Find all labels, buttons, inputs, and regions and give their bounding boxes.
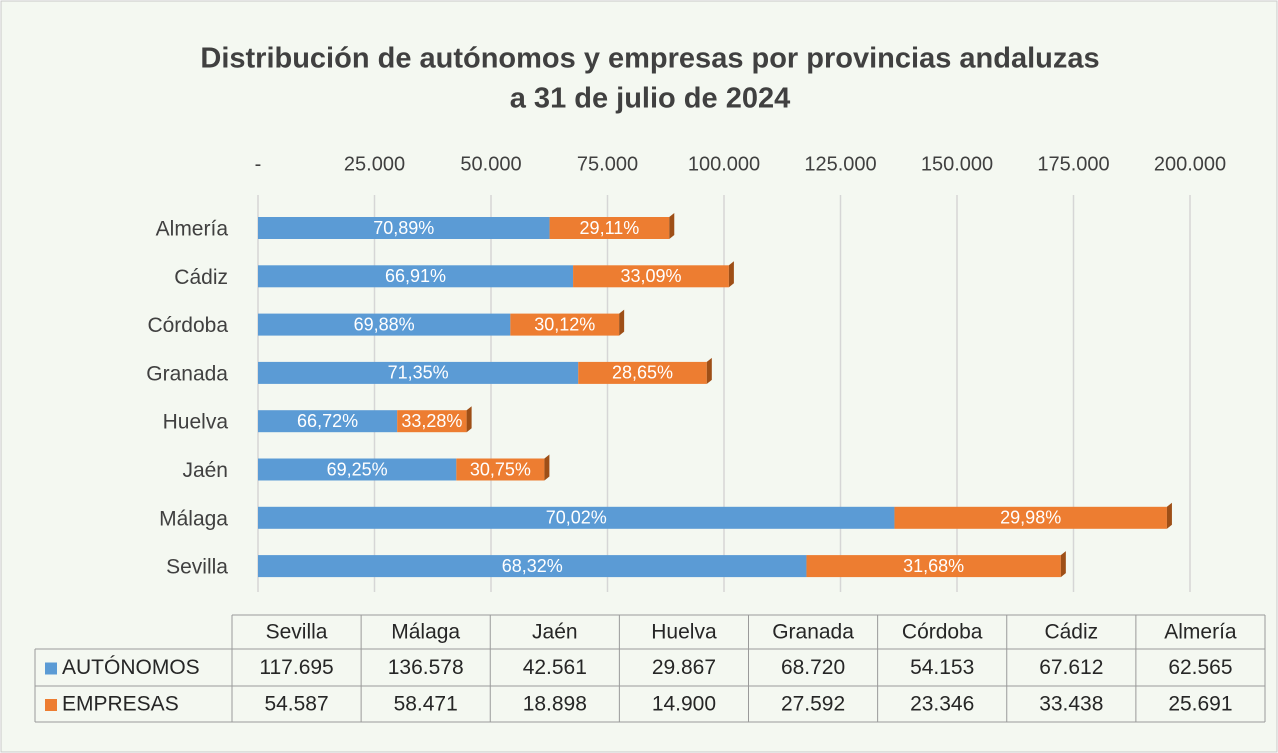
legend-label: AUTÓNOMOS	[62, 656, 200, 679]
x-tick-label: 100.000	[688, 153, 760, 175]
table-cell: 14.900	[652, 693, 716, 716]
bar-depth	[706, 357, 712, 384]
data-label: 66,91%	[385, 266, 446, 286]
table-cell: 23.346	[910, 693, 974, 716]
data-label: 28,65%	[612, 363, 673, 383]
bar-segment	[258, 361, 579, 384]
table-cell: 29.867	[652, 656, 716, 679]
table-cell: 58.471	[394, 693, 458, 716]
data-label: 71,35%	[388, 363, 449, 383]
x-tick-label: 175.000	[1037, 153, 1109, 175]
data-label: 30,75%	[470, 459, 531, 479]
data-label: 30,12%	[534, 314, 595, 334]
data-label: 70,89%	[373, 218, 434, 238]
x-tick-label: -	[255, 153, 262, 175]
table-cell: 62.565	[1168, 656, 1232, 679]
table-cell: 67.612	[1039, 656, 1103, 679]
x-tick-label: 75.000	[577, 153, 638, 175]
bar-depth	[619, 309, 625, 336]
bar-depth	[669, 213, 675, 239]
bar-segment	[258, 410, 398, 433]
legend-key	[45, 699, 57, 711]
table-header: Córdoba	[902, 621, 983, 644]
table-cell: 117.695	[259, 656, 333, 679]
data-label: 31,68%	[903, 556, 964, 576]
bar-segment	[258, 313, 511, 336]
data-label: 33,09%	[620, 266, 681, 286]
bar-segment	[510, 313, 620, 336]
bar-depth	[728, 261, 734, 288]
y-tick-label: Granada	[146, 362, 228, 385]
table-cell: 33.438	[1039, 693, 1103, 716]
y-tick-label: Huelva	[163, 411, 229, 434]
data-label: 68,32%	[502, 556, 563, 576]
table-cell: 25.691	[1168, 693, 1232, 716]
bar-segment	[894, 506, 1167, 529]
x-tick-label: 150.000	[921, 153, 993, 175]
table-header: Sevilla	[266, 621, 328, 644]
x-tick-label: 50.000	[460, 153, 521, 175]
x-tick-label: 125.000	[804, 153, 876, 175]
bar-segment	[258, 458, 457, 481]
bar-segment	[456, 458, 545, 481]
y-tick-label: Málaga	[159, 507, 228, 530]
table-header: Granada	[772, 621, 854, 644]
data-label: 70,02%	[546, 508, 607, 528]
data-label: 69,25%	[327, 459, 388, 479]
x-tick-label: 200.000	[1154, 153, 1226, 175]
bar-segment	[258, 217, 550, 239]
table-cell: 18.898	[523, 693, 587, 716]
bar-segment	[549, 217, 670, 239]
table-header: Almería	[1164, 621, 1237, 644]
bar-segment	[806, 555, 1061, 578]
y-tick-label: Cádiz	[174, 266, 228, 289]
table-header: Jaén	[532, 621, 578, 644]
data-label: 29,11%	[580, 218, 640, 238]
y-tick-label: Jaén	[182, 459, 228, 482]
table-cell: 54.587	[264, 693, 328, 716]
table-cell: 136.578	[388, 656, 464, 679]
data-label: 69,88%	[354, 314, 415, 334]
legend-key	[45, 662, 57, 675]
bar-segment	[397, 410, 467, 433]
data-label: 33,28%	[401, 411, 462, 431]
bar-depth	[1060, 551, 1066, 578]
y-tick-label: Almería	[156, 218, 229, 241]
table-header: Huelva	[651, 621, 717, 644]
table-header: Málaga	[391, 621, 460, 644]
table-header: Cádiz	[1044, 621, 1098, 644]
table-cell: 42.561	[523, 656, 587, 679]
bar-segment	[578, 361, 707, 384]
bar-depth	[1166, 502, 1172, 529]
table-cell: 68.720	[781, 656, 845, 679]
bar-segment	[573, 265, 729, 288]
bar-depth	[544, 454, 550, 481]
chart-title: a 31 de julio de 2024	[510, 83, 790, 115]
chart-title: Distribución de autónomos y empresas por…	[200, 43, 1099, 75]
data-label: 29,98%	[1000, 508, 1061, 528]
table-cell: 54.153	[910, 656, 974, 679]
bar-segment	[258, 265, 574, 288]
bar-segment	[258, 555, 807, 578]
y-tick-label: Córdoba	[147, 314, 228, 337]
bar-depth	[466, 406, 472, 433]
bar-segment	[258, 506, 895, 529]
table-cell: 27.592	[781, 693, 845, 716]
legend-label: EMPRESAS	[62, 693, 179, 716]
x-tick-label: 25.000	[344, 153, 405, 175]
data-label: 66,72%	[297, 411, 358, 431]
y-tick-label: Sevilla	[166, 556, 228, 579]
